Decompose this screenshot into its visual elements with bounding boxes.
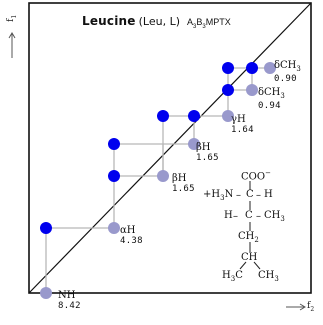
peak-shift: 8.42 [58, 301, 81, 311]
cross-peak [188, 110, 200, 122]
alpha-carbon: C [246, 189, 254, 200]
diagonal-peak-nh [40, 287, 52, 299]
peak-shift: 1.65 [172, 184, 195, 194]
plot-frame [28, 2, 312, 294]
diagonal-peak-beta [188, 138, 200, 150]
peak-name: γH [231, 114, 246, 125]
peak-shift: 1.65 [196, 153, 219, 163]
amino-acid-abbr: (Leu, L) [138, 15, 181, 28]
peak-label-beta-1: βH 1.65 [172, 173, 195, 195]
beta-hydrogen: H [224, 210, 233, 221]
peak-label-beta-2: βH 1.65 [196, 142, 219, 164]
structure-bonds [239, 181, 261, 270]
cross-peak [222, 84, 234, 96]
f1-axis-text: f1 [6, 14, 18, 22]
bond-dash: – [236, 190, 241, 201]
diagonal-line [28, 2, 312, 294]
cross-peak [246, 62, 258, 74]
f2-arrow-icon [286, 303, 306, 311]
connector-nh-alpha [45, 227, 114, 293]
beta-carbon: C [245, 210, 253, 221]
diagonal-peak-beta [157, 170, 169, 182]
cross-peak [108, 170, 120, 182]
peak-name: NH [58, 290, 76, 301]
diagonal-peak-delta [246, 84, 258, 96]
amino-acid-name: Leucine [82, 14, 136, 28]
methyl-right: CH3 [258, 270, 279, 283]
carboxylate-group: COO− [241, 169, 271, 182]
peak-shift: 4.38 [120, 236, 143, 246]
connectivity-lines [45, 67, 270, 293]
f2-axis-label: f2 [307, 301, 314, 313]
diagonal-peak-alpha [108, 222, 120, 234]
peak-shift: 0.90 [274, 74, 297, 84]
peak-label-nh: NH 8.42 [58, 290, 81, 312]
peak-name: βH [196, 142, 211, 153]
bond-dash: – [256, 190, 261, 201]
peak-shift: 0.94 [258, 101, 281, 111]
cross-peak [108, 138, 120, 150]
peak-name: αH [120, 225, 136, 236]
cross-peaks [40, 62, 258, 234]
carboxylate-text: COO [241, 171, 266, 183]
spin-system-code: A3B3MPTX [187, 17, 231, 30]
bond-dash: – [233, 211, 238, 222]
peak-label-delta-1: δCH3 0.94 [258, 87, 285, 112]
peak-name: δCH3 [258, 87, 285, 101]
f1-axis-label: f1 [6, 15, 18, 22]
amino-group: +H3N [203, 189, 234, 202]
diagonal-peak-gamma [222, 110, 234, 122]
alpha-hydrogen: H [264, 189, 273, 200]
peak-label-gamma: γH 1.64 [231, 114, 254, 136]
peak-name: δCH3 [274, 60, 301, 74]
bond-dash: – [256, 211, 261, 222]
diagonal-peak-delta [264, 62, 276, 74]
methine-group: CH [241, 252, 258, 263]
peak-label-delta-2: δCH3 0.90 [274, 60, 301, 85]
spectrum-title: Leucine (Leu, L) A3B3MPTX [82, 14, 231, 30]
f1-arrow-icon [8, 32, 16, 58]
peak-shift: 1.64 [231, 125, 254, 135]
methylene-group: CH2 [238, 231, 259, 244]
cross-peak [222, 62, 234, 74]
f2-axis-text: f2 [307, 301, 315, 313]
methyl-side: CH3 [264, 210, 285, 223]
methyl-left: H3C [222, 270, 243, 283]
connector-beta-beta [114, 115, 195, 177]
peak-label-alpha: αH 4.38 [120, 225, 143, 247]
cross-peak [157, 110, 169, 122]
diagonal-peaks [40, 62, 276, 299]
peak-name: βH [172, 173, 187, 184]
cross-peak [40, 222, 52, 234]
carboxylate-charge: − [265, 169, 271, 177]
